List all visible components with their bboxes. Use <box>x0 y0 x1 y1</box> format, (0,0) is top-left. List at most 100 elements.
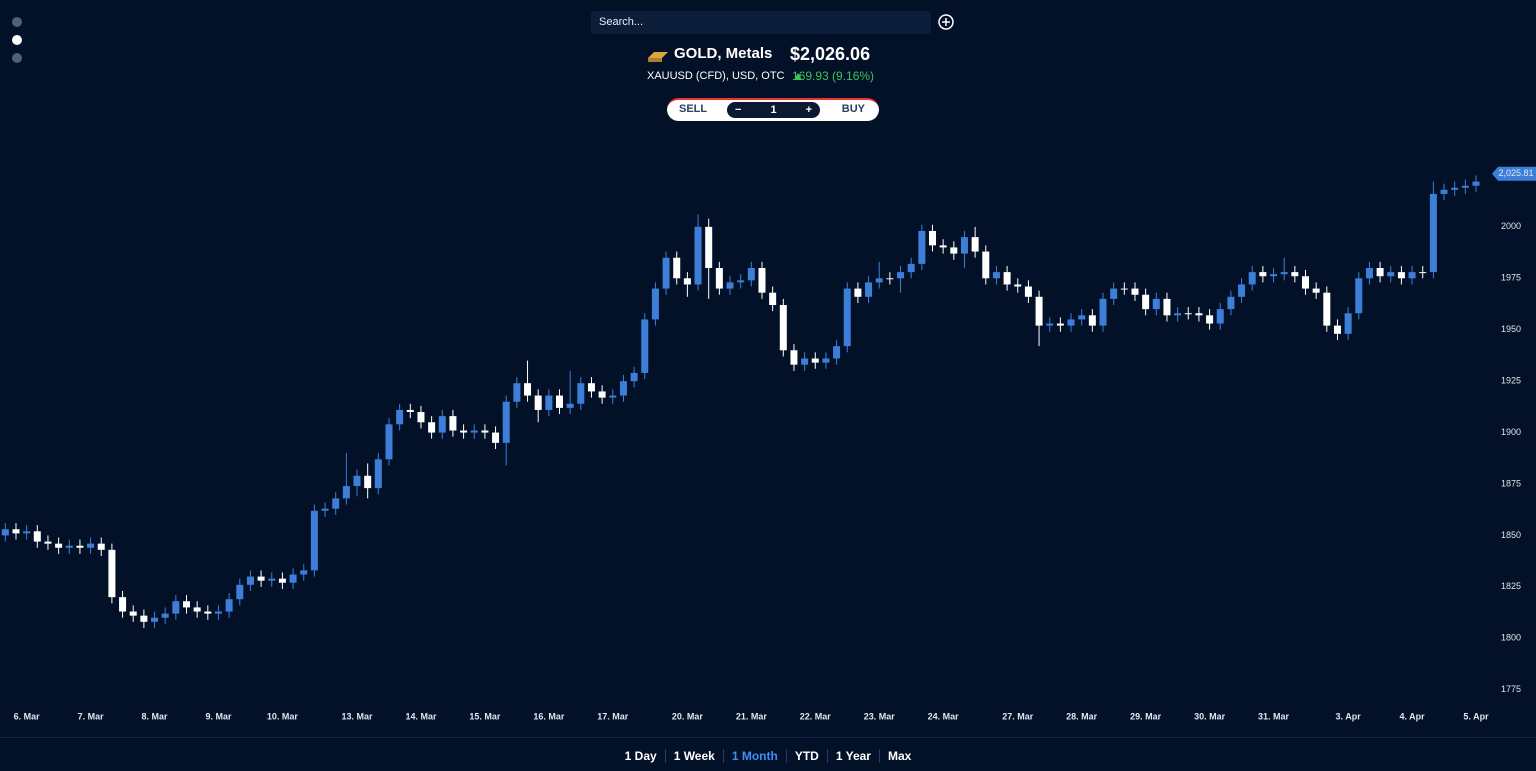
candle-body <box>960 237 968 254</box>
candle-body <box>374 459 382 489</box>
range-selector: 1 Day 1 Week 1 Month YTD 1 Year Max <box>0 749 1536 763</box>
candle-body <box>321 508 329 511</box>
last-price-label: 2,025.81 <box>1498 168 1533 178</box>
range-button[interactable]: 1 Month <box>722 749 786 763</box>
candle-body <box>950 247 958 254</box>
candle-body <box>492 432 500 443</box>
x-tick-label: 3. Apr <box>1336 711 1362 721</box>
candle-body <box>1142 294 1150 310</box>
quantity-control: − 1 + <box>727 102 820 118</box>
range-button[interactable]: 1 Year <box>826 749 879 763</box>
x-tick-label: 27. Mar <box>1002 711 1034 721</box>
candle-body <box>385 424 393 460</box>
divider <box>0 737 1536 738</box>
increment-button[interactable]: + <box>805 104 812 116</box>
candle-body <box>1046 323 1054 326</box>
candle-body <box>1216 309 1224 324</box>
candle-body <box>758 268 766 293</box>
x-tick-label: 30. Mar <box>1194 711 1226 721</box>
decrement-button[interactable]: − <box>735 104 742 116</box>
candle-body <box>1024 286 1032 297</box>
candle-body <box>119 597 127 612</box>
candle-body <box>1184 313 1192 315</box>
candle-body <box>44 541 52 544</box>
sell-button[interactable]: SELL <box>679 103 708 115</box>
candle-body <box>342 486 350 499</box>
candle-body <box>406 409 414 412</box>
search-box[interactable]: Search... <box>591 11 931 34</box>
candle-body <box>1302 276 1309 289</box>
candle-body <box>33 531 41 542</box>
candle-body <box>236 584 244 600</box>
x-tick-label: 9. Mar <box>205 711 232 721</box>
add-button[interactable] <box>938 14 954 30</box>
range-button[interactable]: 1 Week <box>664 749 723 763</box>
candle-body <box>1152 298 1160 310</box>
tool-icon[interactable] <box>12 17 22 27</box>
candle-body <box>577 383 585 404</box>
candle-body <box>801 358 809 365</box>
candle-body <box>747 268 755 281</box>
candle-body <box>1312 288 1320 293</box>
range-button[interactable]: Max <box>878 749 919 763</box>
candle-body <box>65 545 73 548</box>
candle-body <box>76 545 84 548</box>
instrument-subtitle: XAUUSD (CFD), USD, OTC <box>647 70 785 82</box>
candle-body <box>1270 274 1278 277</box>
buy-button[interactable]: BUY <box>841 103 865 115</box>
x-tick-label: 7. Mar <box>78 711 105 721</box>
candle-body <box>23 531 31 534</box>
candle-body <box>417 412 425 423</box>
candle-body <box>470 430 478 433</box>
candle-body <box>246 576 254 585</box>
candle-body <box>1227 296 1235 310</box>
candle-body <box>1291 272 1299 277</box>
x-tick-label: 21. Mar <box>736 711 768 721</box>
candle-body <box>651 288 659 320</box>
candle-body <box>1365 268 1373 279</box>
candle-body <box>1067 319 1075 326</box>
candle-body <box>332 498 340 509</box>
candle-body <box>364 475 372 489</box>
x-tick-label: 16. Mar <box>533 711 565 721</box>
candle-body <box>1397 272 1405 279</box>
candle-body <box>545 395 553 410</box>
candle-body <box>1174 313 1182 316</box>
quantity[interactable]: 1 <box>770 104 777 116</box>
candle-body <box>1099 298 1107 326</box>
candle-body <box>790 350 798 365</box>
candle-body <box>715 268 723 289</box>
tool-icon[interactable] <box>12 35 22 45</box>
tool-icon[interactable] <box>12 53 22 63</box>
candle-body <box>897 272 905 279</box>
candle-body <box>300 570 308 575</box>
candle-body <box>971 237 979 252</box>
candle-body <box>129 611 137 616</box>
candle-body <box>513 383 521 402</box>
candle-body <box>1088 315 1096 326</box>
candle-body <box>907 263 915 273</box>
y-tick-label: 2000 <box>1501 221 1521 231</box>
candle-body <box>865 282 873 297</box>
candle-body <box>1120 288 1128 290</box>
candle-body <box>822 358 830 363</box>
x-tick-label: 22. Mar <box>800 711 832 721</box>
candle-body <box>428 422 436 433</box>
candle-body <box>1376 268 1384 277</box>
candle-body <box>1440 189 1448 194</box>
x-tick-label: 31. Mar <box>1258 711 1290 721</box>
candle-body <box>449 416 457 431</box>
last-price-tag <box>1492 166 1536 181</box>
candle-body <box>1408 272 1416 279</box>
candle-body <box>151 617 159 622</box>
range-button[interactable]: YTD <box>785 749 827 763</box>
candle-body <box>939 245 947 248</box>
range-button[interactable]: 1 Day <box>624 749 657 763</box>
candle-body <box>97 543 105 550</box>
candle-body <box>55 543 63 548</box>
x-tick-label: 17. Mar <box>597 711 629 721</box>
candle-body <box>108 549 116 598</box>
candle-body <box>918 230 926 264</box>
candle-body <box>193 607 201 612</box>
